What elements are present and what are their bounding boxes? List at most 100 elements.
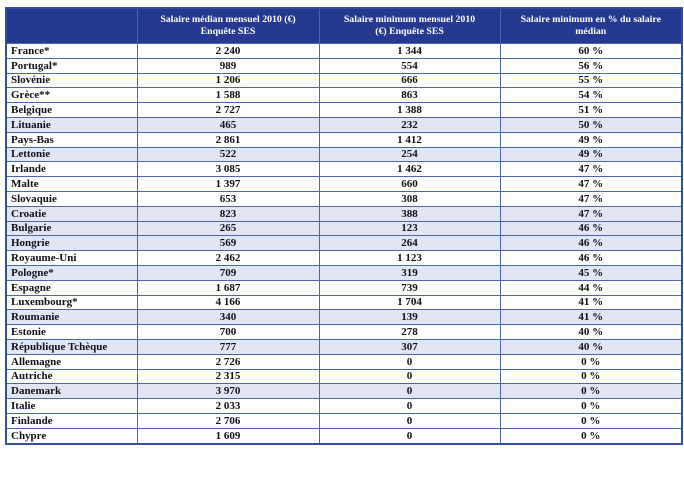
median-salary-cell: 2 861	[136, 131, 320, 148]
median-salary-cell: 522	[136, 146, 320, 163]
table-body: France* 2 240 1 344 60 % Portugal* 989 5…	[5, 43, 683, 445]
minimum-salary-cell: 0	[318, 383, 501, 400]
table-row: Roumanie 340 139 41 %	[5, 309, 683, 326]
median-salary-cell: 4 166	[136, 294, 320, 311]
median-salary-cell: 2 033	[136, 398, 320, 414]
country-cell: Lituanie	[5, 116, 138, 133]
country-cell: Slovénie	[5, 72, 138, 89]
header-row: Salaire médian mensuel 2010 (€) Enquête …	[5, 7, 683, 44]
percent-cell: 41 %	[499, 294, 683, 311]
percent-cell: 44 %	[499, 279, 683, 296]
table-row: Pologne* 709 319 45 %	[5, 264, 683, 281]
median-salary-cell: 1 397	[136, 176, 320, 192]
percent-cell: 0 %	[499, 353, 683, 370]
country-cell: Roumanie	[5, 309, 138, 326]
median-salary-cell: 3 970	[136, 383, 320, 400]
header-percent-of-median: Salaire minimum en % du salaire médian	[499, 7, 683, 44]
minimum-salary-cell: 1 462	[318, 161, 501, 178]
median-salary-cell: 2 462	[136, 250, 320, 266]
median-salary-cell: 1 588	[136, 87, 320, 104]
minimum-salary-cell: 308	[318, 190, 501, 207]
minimum-salary-cell: 0	[318, 412, 501, 429]
minimum-salary-cell: 1 123	[318, 250, 501, 266]
minimum-salary-cell: 0	[318, 368, 501, 385]
percent-cell: 47 %	[499, 190, 683, 207]
minimum-salary-cell: 1 412	[318, 131, 501, 148]
header-minimum-line2: (€) Enquête SES	[375, 26, 444, 37]
header-percent-line2: médian	[575, 26, 607, 37]
header-percent-line1: Salaire minimum en % du salaire	[520, 14, 661, 25]
percent-cell: 45 %	[499, 264, 683, 281]
percent-cell: 0 %	[499, 368, 683, 385]
country-cell: Bulgarie	[5, 220, 138, 237]
table-row: Luxembourg* 4 166 1 704 41 %	[5, 294, 683, 311]
minimum-salary-cell: 254	[318, 146, 501, 163]
minimum-salary-cell: 319	[318, 264, 501, 281]
median-salary-cell: 1 206	[136, 72, 320, 89]
minimum-salary-cell: 0	[318, 353, 501, 370]
median-salary-cell: 1 687	[136, 279, 320, 296]
minimum-salary-cell: 0	[318, 398, 501, 414]
table-row: France* 2 240 1 344 60 %	[5, 43, 683, 59]
median-salary-cell: 265	[136, 220, 320, 237]
median-salary-cell: 2 706	[136, 412, 320, 429]
table-row: Danemark 3 970 0 0 %	[5, 383, 683, 400]
median-salary-cell: 1 609	[136, 427, 320, 445]
percent-cell: 40 %	[499, 324, 683, 340]
table-row: Finlande 2 706 0 0 %	[5, 412, 683, 429]
country-cell: Pologne*	[5, 264, 138, 281]
table-row: Bulgarie 265 123 46 %	[5, 220, 683, 237]
percent-cell: 46 %	[499, 220, 683, 237]
median-salary-cell: 2 240	[136, 43, 320, 59]
percent-cell: 40 %	[499, 338, 683, 355]
median-salary-cell: 569	[136, 235, 320, 252]
country-cell: Grèce**	[5, 87, 138, 104]
percent-cell: 49 %	[499, 146, 683, 163]
country-cell: Portugal*	[5, 57, 138, 74]
minimum-salary-cell: 739	[318, 279, 501, 296]
percent-cell: 0 %	[499, 412, 683, 429]
table-row: Portugal* 989 554 56 %	[5, 57, 683, 74]
minimum-salary-cell: 1 388	[318, 102, 501, 118]
minimum-salary-cell: 139	[318, 309, 501, 326]
percent-cell: 0 %	[499, 427, 683, 445]
percent-cell: 47 %	[499, 176, 683, 192]
header-corner-cell	[5, 7, 138, 44]
percent-cell: 56 %	[499, 57, 683, 74]
country-cell: Lettonie	[5, 146, 138, 163]
minimum-salary-cell: 307	[318, 338, 501, 355]
country-cell: France*	[5, 43, 138, 59]
percent-cell: 46 %	[499, 235, 683, 252]
minimum-salary-cell: 660	[318, 176, 501, 192]
table-row: Slovénie 1 206 666 55 %	[5, 72, 683, 89]
table-row: Irlande 3 085 1 462 47 %	[5, 161, 683, 178]
minimum-salary-cell: 123	[318, 220, 501, 237]
header-median-line2: Enquête SES	[200, 26, 256, 37]
percent-cell: 46 %	[499, 250, 683, 266]
percent-cell: 51 %	[499, 102, 683, 118]
median-salary-cell: 823	[136, 205, 320, 222]
median-salary-cell: 340	[136, 309, 320, 326]
minimum-salary-cell: 388	[318, 205, 501, 222]
minimum-salary-cell: 0	[318, 427, 501, 445]
table-row: Italie 2 033 0 0 %	[5, 398, 683, 414]
cropped-caption-remnant	[283, 0, 423, 13]
percent-cell: 50 %	[499, 116, 683, 133]
minimum-salary-cell: 1 344	[318, 43, 501, 59]
header-minimum-line1: Salaire minimum mensuel 2010	[343, 14, 476, 25]
table-row: Malte 1 397 660 47 %	[5, 176, 683, 192]
percent-cell: 49 %	[499, 131, 683, 148]
country-cell: Slovaquie	[5, 190, 138, 207]
country-cell: Espagne	[5, 279, 138, 296]
table-row: Lituanie 465 232 50 %	[5, 116, 683, 133]
country-cell: Pays-Bas	[5, 131, 138, 148]
country-cell: Chypre	[5, 427, 138, 445]
median-salary-cell: 700	[136, 324, 320, 340]
table-row: Espagne 1 687 739 44 %	[5, 279, 683, 296]
country-cell: Italie	[5, 398, 138, 414]
header-median-line1: Salaire médian mensuel 2010 (€)	[160, 14, 296, 25]
salary-table: Salaire médian mensuel 2010 (€) Enquête …	[5, 7, 683, 445]
minimum-salary-cell: 232	[318, 116, 501, 133]
table-row: Allemagne 2 726 0 0 %	[5, 353, 683, 370]
